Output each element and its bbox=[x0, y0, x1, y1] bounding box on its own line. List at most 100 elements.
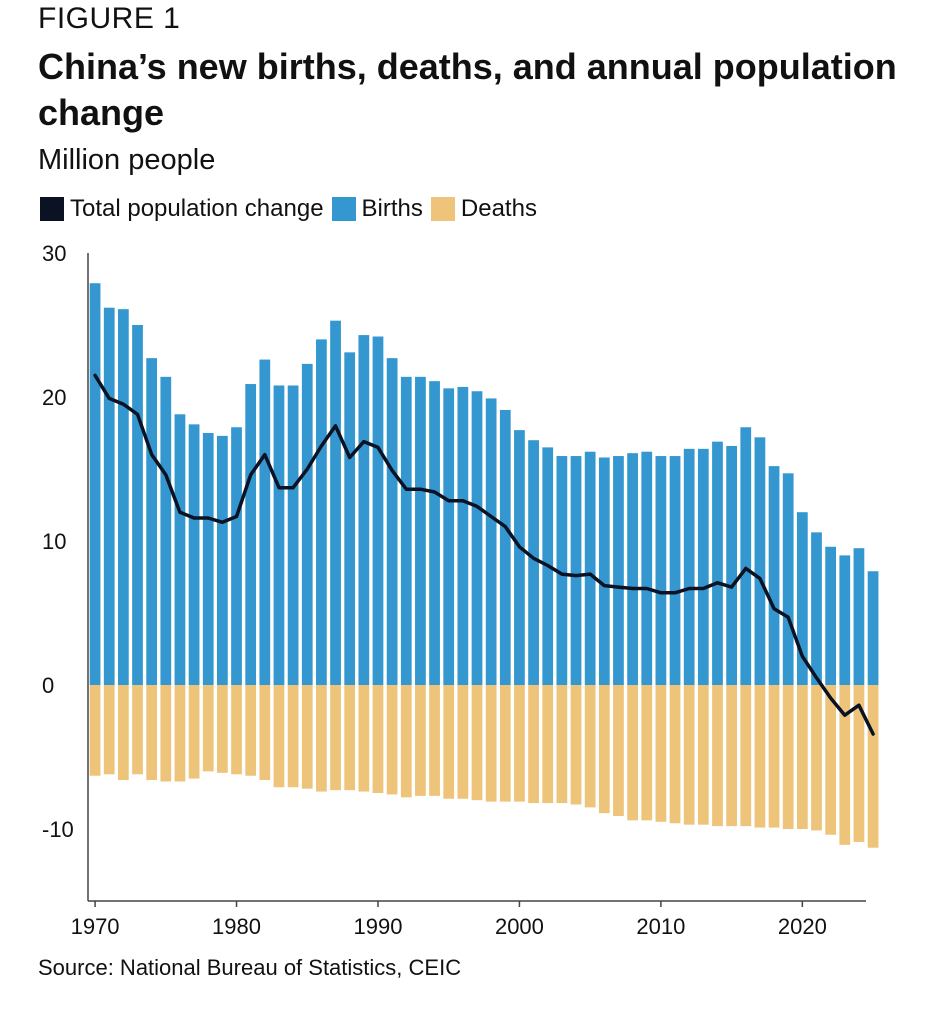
bar-births-2001 bbox=[528, 440, 539, 685]
bar-births-1999 bbox=[499, 409, 511, 685]
bar-deaths-2019 bbox=[782, 685, 794, 829]
bar-births-1980 bbox=[231, 427, 242, 685]
bar-deaths-2002 bbox=[542, 685, 554, 804]
bar-deaths-1998 bbox=[485, 685, 497, 802]
bar-deaths-2021 bbox=[811, 685, 822, 831]
bar-deaths-2017 bbox=[754, 685, 766, 828]
figure-label: FIGURE 1 bbox=[38, 2, 181, 35]
legend-item-births: Births bbox=[331, 195, 423, 223]
bar-births-1982 bbox=[259, 359, 271, 685]
bar-deaths-2015 bbox=[726, 685, 737, 827]
bar-births-1978 bbox=[202, 433, 214, 685]
bar-deaths-1976 bbox=[174, 685, 186, 782]
bar-deaths-1984 bbox=[287, 685, 299, 788]
bar-deaths-1972 bbox=[117, 685, 129, 781]
bar-births-1973 bbox=[132, 325, 143, 685]
chart-subtitle: Million people bbox=[38, 144, 216, 176]
legend-swatch-total bbox=[40, 197, 64, 221]
bar-births-2018 bbox=[768, 466, 780, 685]
bar-births-1992 bbox=[400, 376, 412, 685]
bar-deaths-1979 bbox=[217, 685, 228, 773]
bar-births-2014 bbox=[712, 441, 723, 685]
bar-deaths-1978 bbox=[202, 685, 214, 772]
bar-births-2016 bbox=[740, 427, 752, 685]
bar-births-1981 bbox=[245, 384, 257, 685]
bar-deaths-1975 bbox=[160, 685, 172, 782]
bar-births-1997 bbox=[471, 391, 483, 685]
legend-item-total-population-change: Total population change bbox=[40, 195, 324, 223]
bar-deaths-1994 bbox=[429, 685, 440, 796]
line-total-population-change bbox=[93, 373, 875, 736]
bar-births-2004 bbox=[570, 456, 582, 685]
bar-deaths-2000 bbox=[514, 685, 525, 802]
bar-births-1975 bbox=[160, 376, 172, 685]
bar-births-1971 bbox=[103, 307, 115, 685]
bar-births-1983 bbox=[273, 385, 285, 685]
y-tick-label: 0 bbox=[42, 673, 54, 698]
bar-births-2009 bbox=[641, 451, 653, 685]
bar-births-1985 bbox=[301, 363, 313, 685]
x-tick-label: 2020 bbox=[778, 914, 827, 939]
x-tick-label: 2010 bbox=[636, 914, 685, 939]
bar-deaths-2018 bbox=[768, 685, 780, 828]
y-tick-label: 30 bbox=[42, 241, 66, 266]
bar-births-1988 bbox=[344, 352, 356, 685]
x-tick-label: 1990 bbox=[354, 914, 403, 939]
bar-deaths-2013 bbox=[697, 685, 709, 825]
legend-swatch-deaths bbox=[430, 197, 455, 221]
bar-births-1990 bbox=[372, 336, 384, 685]
bar-deaths-2003 bbox=[556, 685, 568, 804]
bar-deaths-2023 bbox=[839, 685, 851, 845]
bar-deaths-1991 bbox=[386, 685, 398, 795]
legend-label-births: Births bbox=[361, 195, 423, 222]
bar-deaths-1982 bbox=[259, 685, 271, 781]
bar-births-2019 bbox=[782, 473, 794, 685]
axes-group bbox=[87, 253, 866, 902]
source-note: Source: National Bureau of Statistics, C… bbox=[38, 955, 462, 980]
bar-births-1996 bbox=[457, 386, 469, 685]
bar-deaths-1986 bbox=[316, 685, 327, 792]
bar-births-2022 bbox=[825, 546, 837, 685]
bar-births-1998 bbox=[485, 398, 497, 685]
bar-births-2008 bbox=[627, 453, 638, 685]
x-tick-label: 2000 bbox=[495, 914, 544, 939]
bar-deaths-2011 bbox=[669, 685, 681, 824]
bar-deaths-2001 bbox=[528, 685, 539, 804]
bar-deaths-2022 bbox=[825, 685, 837, 835]
bar-deaths-2006 bbox=[598, 685, 610, 814]
y-tick-label: 20 bbox=[42, 385, 66, 410]
bar-deaths-1996 bbox=[457, 685, 469, 799]
bar-births-2020 bbox=[796, 512, 808, 685]
bar-births-2017 bbox=[754, 437, 766, 685]
x-tick-label: 1980 bbox=[212, 914, 261, 939]
bar-births-1993 bbox=[415, 376, 426, 685]
bar-births-1974 bbox=[146, 358, 158, 685]
y-tick-label: -10 bbox=[42, 817, 74, 842]
legend-item-deaths: Deaths bbox=[430, 195, 537, 223]
bar-deaths-1988 bbox=[344, 685, 356, 791]
bar-deaths-1980 bbox=[231, 685, 242, 775]
bar-births-1984 bbox=[287, 385, 299, 685]
bar-births-2024 bbox=[853, 548, 865, 685]
bar-births-1977 bbox=[188, 424, 200, 685]
bar-deaths-2010 bbox=[655, 685, 667, 822]
bar-births-2006 bbox=[598, 457, 610, 685]
bar-deaths-2005 bbox=[584, 685, 596, 808]
bar-births-2010 bbox=[655, 456, 667, 685]
bar-deaths-1985 bbox=[301, 685, 313, 789]
line-group bbox=[93, 373, 875, 736]
bar-deaths-1990 bbox=[372, 685, 384, 793]
bar-births-2007 bbox=[613, 456, 624, 685]
bar-deaths-1995 bbox=[443, 685, 455, 799]
bar-deaths-1970 bbox=[89, 685, 101, 776]
bar-births-2023 bbox=[839, 555, 851, 685]
bar-deaths-1983 bbox=[273, 685, 285, 788]
bar-deaths-2016 bbox=[740, 685, 752, 827]
bar-deaths-2025 bbox=[867, 685, 879, 848]
bar-births-1995 bbox=[443, 388, 455, 685]
bar-births-2000 bbox=[514, 430, 525, 685]
bar-births-1987 bbox=[330, 320, 341, 685]
bar-births-2013 bbox=[697, 448, 709, 685]
